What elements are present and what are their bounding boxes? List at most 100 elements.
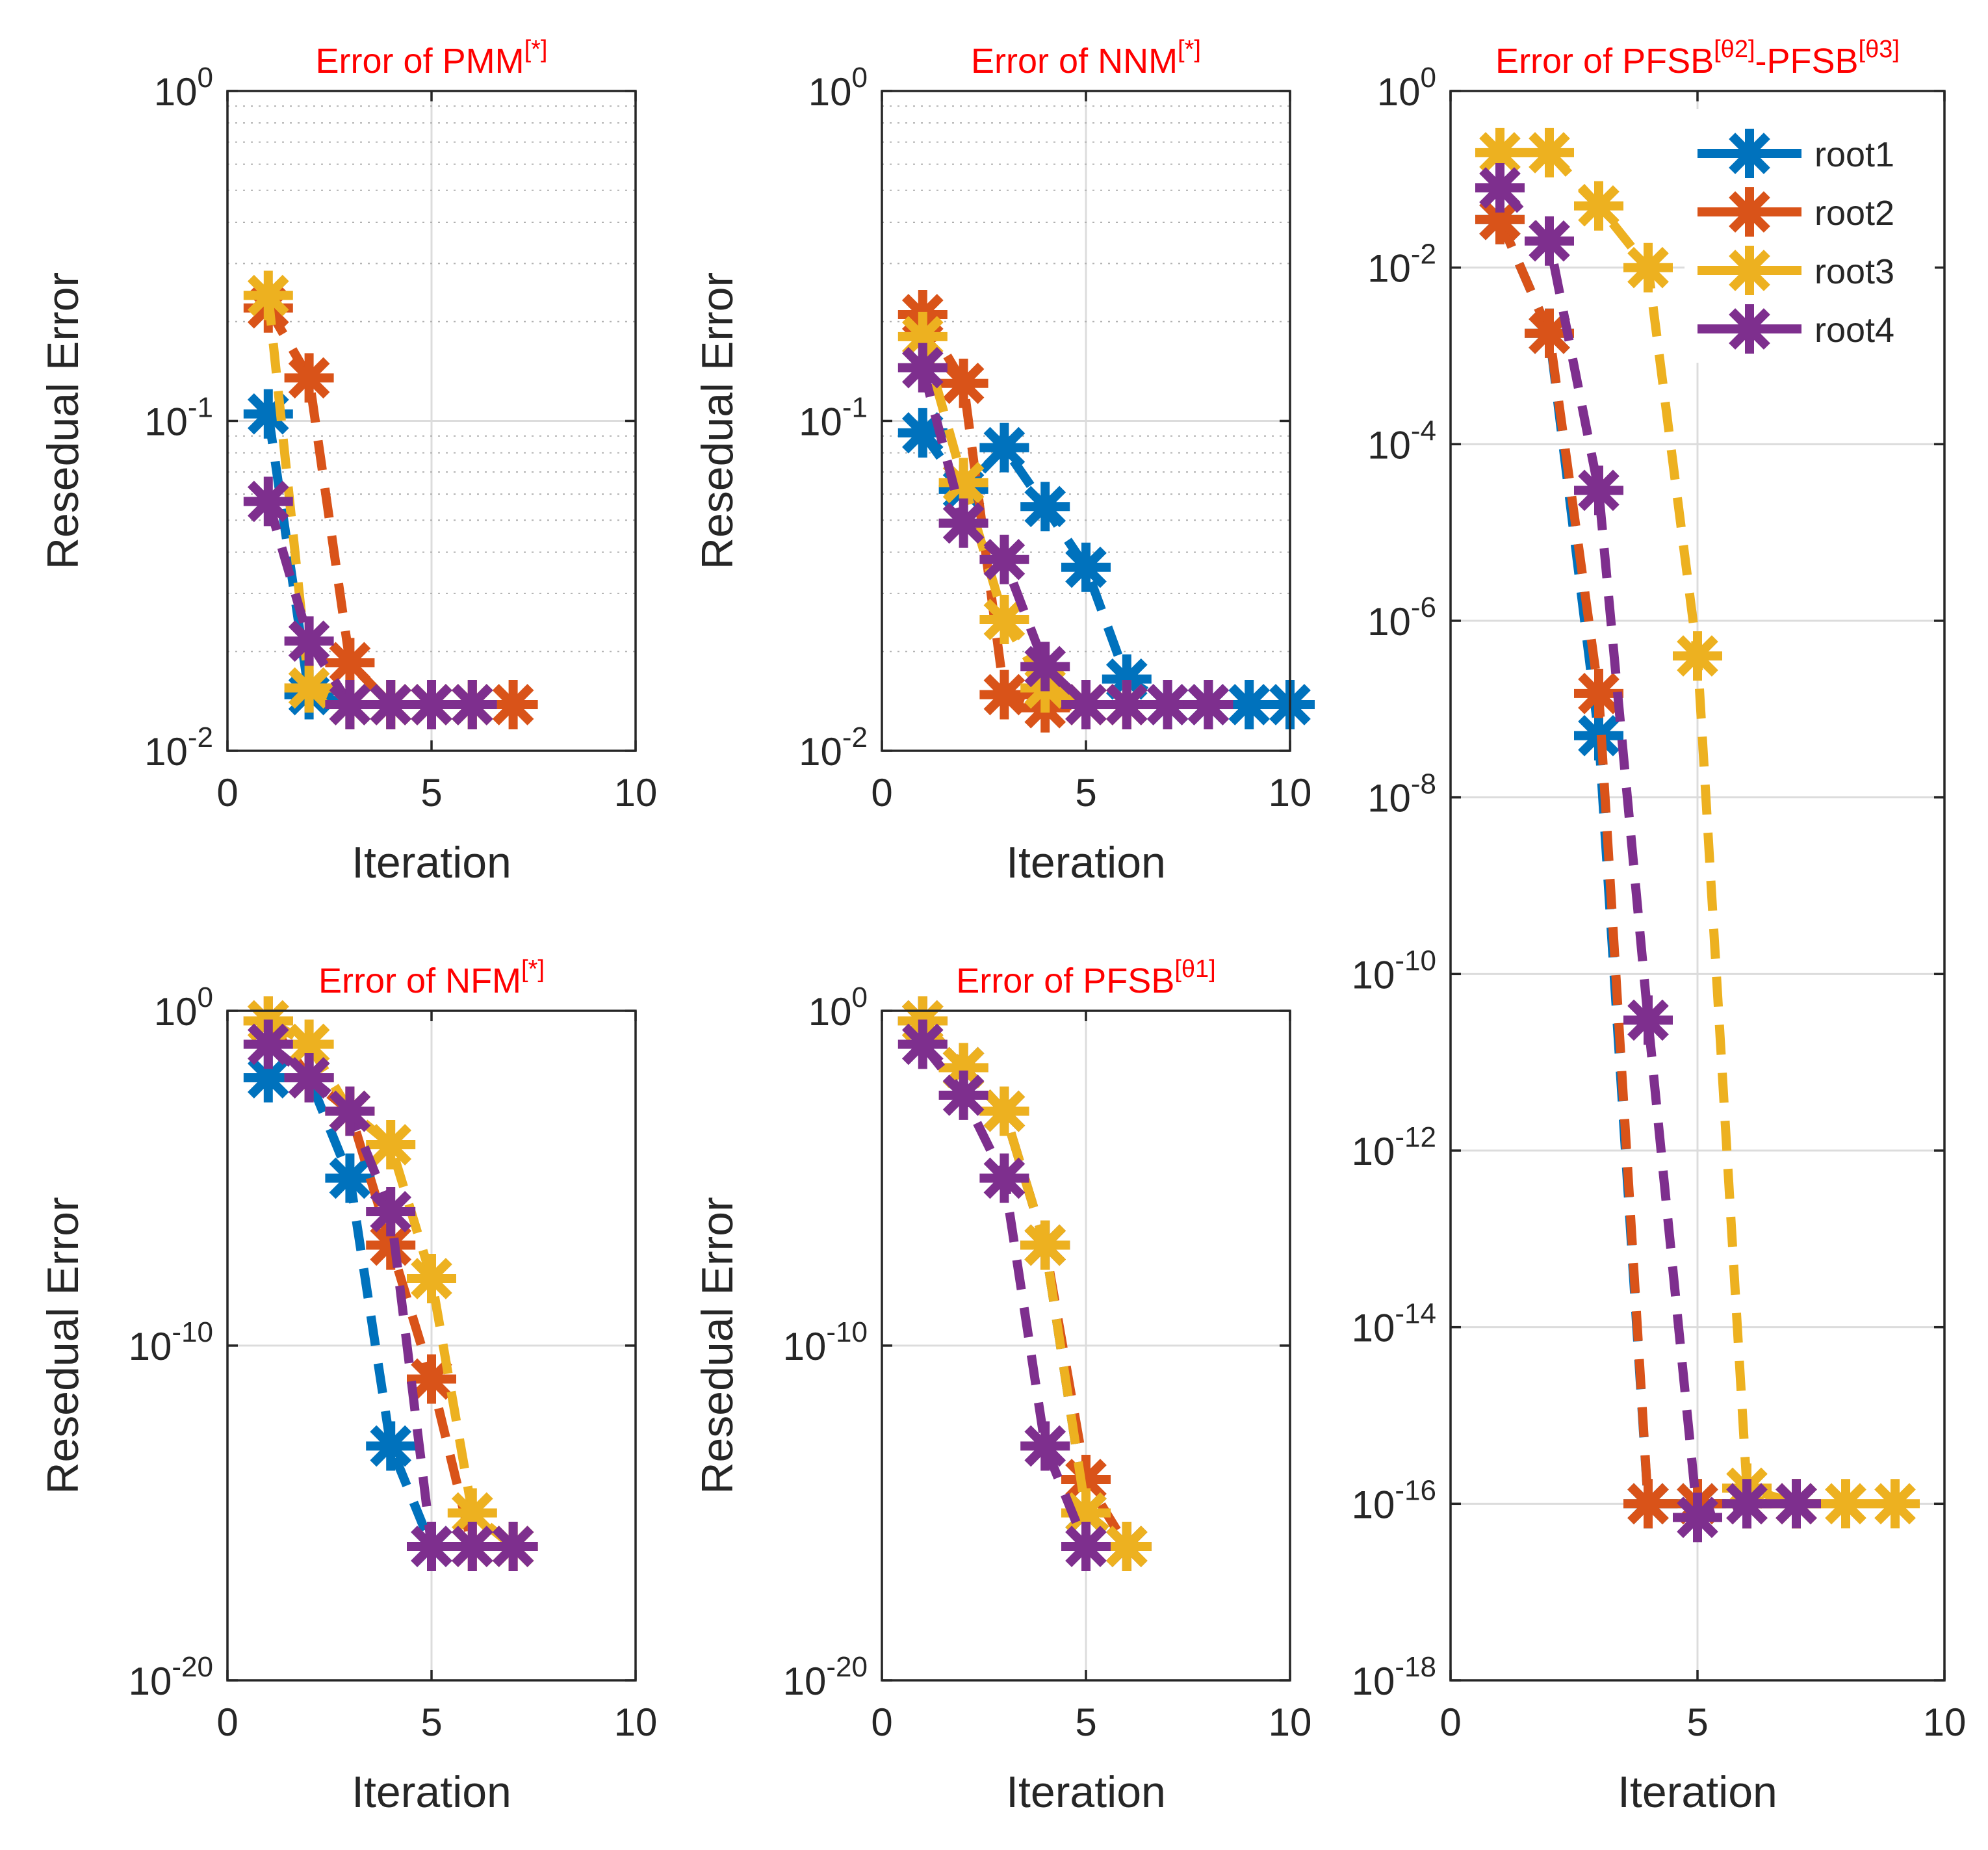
y-tick-label: 10-12 <box>1352 1121 1436 1173</box>
series-root4 <box>897 343 1233 729</box>
grid <box>227 91 636 751</box>
data-point-root4 <box>1020 642 1070 692</box>
x-tick-label: 0 <box>216 771 238 814</box>
y-tick-exponent: -12 <box>1395 1121 1436 1153</box>
minor-grid <box>227 105 636 653</box>
y-tick-base: 10 <box>799 730 842 774</box>
data-point-root4 <box>1722 1479 1772 1529</box>
legend-marker <box>1725 304 1774 354</box>
y-tick-label: 100 <box>1377 62 1436 114</box>
data-point-root4 <box>1525 216 1574 266</box>
y-axis-label: Resedual Error <box>693 1197 742 1494</box>
tick-marks <box>226 1010 637 1682</box>
data-point-root4 <box>897 343 948 393</box>
data-point-root3 <box>979 595 1029 644</box>
legend-item-root1: root1 <box>1698 129 1894 178</box>
y-tick-base: 10 <box>154 70 198 114</box>
data-point-root3 <box>1673 631 1722 681</box>
data-point-root1 <box>366 1421 416 1471</box>
data-point-root4 <box>488 1522 538 1571</box>
data-point-root4 <box>1475 163 1525 213</box>
data-point-root1 <box>1224 680 1274 729</box>
data-point-root4 <box>1102 680 1152 729</box>
chart-title-text: Error of PMM <box>316 42 524 81</box>
data-point-root1 <box>897 408 948 458</box>
data-point-root2 <box>1525 308 1574 358</box>
y-tick-label: 10-10 <box>129 1316 213 1368</box>
chart-title-superscript: [θ1] <box>1174 956 1215 983</box>
data-point-root3 <box>243 270 293 320</box>
tick-marks <box>881 90 1291 752</box>
data-point-root3 <box>1574 181 1623 231</box>
legend-item-root2: root2 <box>1698 187 1894 237</box>
y-tick-exponent: 0 <box>198 982 213 1013</box>
data-point-root2 <box>979 670 1029 720</box>
data-point-root1 <box>243 389 293 439</box>
y-tick-label: 100 <box>808 62 868 114</box>
chart-title: Error of PMM[*] <box>316 36 548 81</box>
y-tick-exponent: -20 <box>826 1651 868 1683</box>
y-tick-label: 100 <box>154 982 213 1034</box>
data-point-root4 <box>243 1019 293 1069</box>
data-point-root2 <box>488 680 538 729</box>
data-point-root4 <box>325 680 375 729</box>
legend-marker <box>1725 129 1774 178</box>
x-tick-label: 10 <box>1923 1700 1967 1744</box>
y-tick-exponent: -10 <box>1395 945 1436 976</box>
chart-title: Error of PFSB[θ2]-PFSB[θ3] <box>1495 36 1900 81</box>
y-tick-base: 10 <box>808 70 852 114</box>
y-tick-base: 10 <box>783 1325 827 1368</box>
y-tick-label: 10-1 <box>799 392 868 444</box>
y-tick-base: 10 <box>1352 1307 1395 1350</box>
chart-title-text: Error of PFSB <box>1495 42 1714 81</box>
y-tick-exponent: -4 <box>1411 415 1436 447</box>
data-point-root4 <box>1673 1492 1722 1543</box>
data-point-root4 <box>938 498 988 548</box>
legend-label: root1 <box>1814 135 1894 174</box>
y-tick-base: 10 <box>1377 70 1421 114</box>
tick-marks <box>881 1010 1291 1682</box>
y-tick-label: 10-20 <box>129 1651 213 1703</box>
x-tick-label: 5 <box>1075 1700 1096 1744</box>
data-point-root4 <box>1183 680 1233 729</box>
data-point-root1 <box>1061 542 1111 592</box>
data-point-root4 <box>1574 465 1623 515</box>
y-tick-base: 10 <box>1352 953 1395 997</box>
data-point-root1 <box>325 1153 375 1203</box>
data-point-root4 <box>366 1187 416 1236</box>
chart-title: Error of NFM[*] <box>318 956 545 1000</box>
data-point-root4 <box>1772 1479 1821 1529</box>
x-axis-label: Iteration <box>352 838 511 887</box>
data-point-root1 <box>1102 654 1152 704</box>
series-root4 <box>243 1019 538 1571</box>
data-point-root3 <box>1020 1220 1070 1270</box>
grid <box>882 91 1290 751</box>
x-tick-label: 0 <box>871 1700 892 1744</box>
x-tick-label: 5 <box>1075 771 1096 814</box>
y-tick-base: 10 <box>1367 600 1411 644</box>
x-axis-label: Iteration <box>1006 1767 1166 1817</box>
y-tick-exponent: -2 <box>842 722 868 753</box>
y-tick-label: 10-20 <box>783 1651 868 1703</box>
data-point-root4 <box>897 1019 948 1069</box>
x-axis-label: Iteration <box>1006 838 1166 887</box>
x-axis-label: Iteration <box>352 1767 511 1817</box>
y-tick-base: 10 <box>1367 247 1411 291</box>
chart-title-text: Error of NFM <box>318 961 521 1000</box>
y-tick-exponent: -10 <box>172 1316 213 1348</box>
data-point-root4 <box>407 680 456 729</box>
y-tick-base: 10 <box>1352 1483 1395 1526</box>
y-tick-exponent: -1 <box>842 392 868 424</box>
y-tick-label: 10-16 <box>1352 1474 1436 1526</box>
legend-marker <box>1725 187 1774 237</box>
x-tick-label: 10 <box>1269 1700 1312 1744</box>
y-tick-base: 10 <box>783 1660 827 1703</box>
legend-label: root4 <box>1814 311 1894 350</box>
data-point-root2 <box>1623 1479 1673 1529</box>
x-axis-label: Iteration <box>1618 1767 1777 1817</box>
series-root4 <box>243 476 497 729</box>
y-axis-label: Resedual Error <box>38 272 88 569</box>
y-tick-exponent: -8 <box>1411 768 1436 800</box>
